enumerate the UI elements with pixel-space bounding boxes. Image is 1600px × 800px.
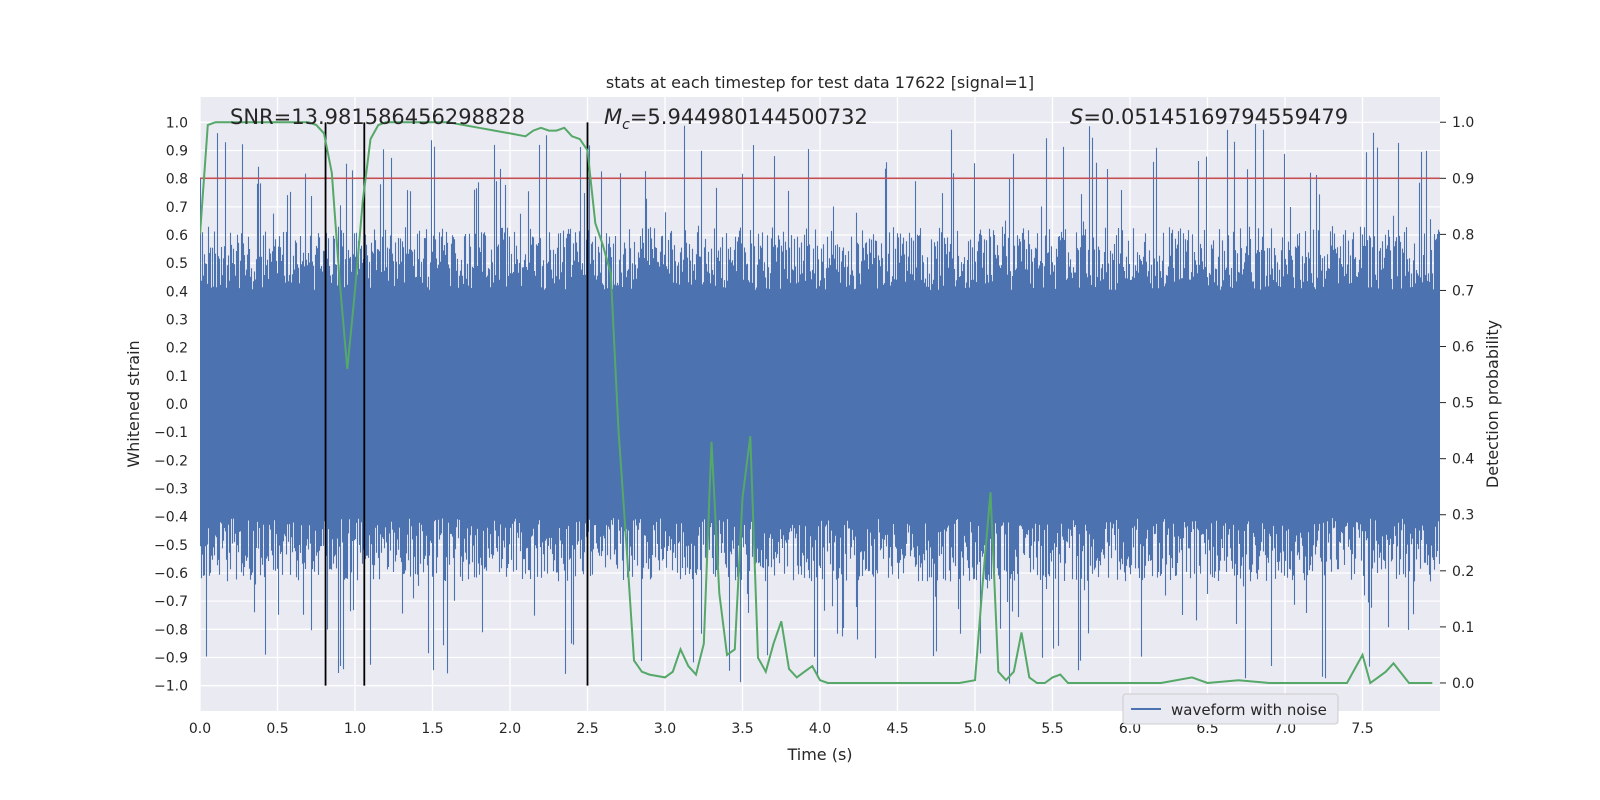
y-left-tick-label: −0.7 — [154, 594, 188, 610]
x-tick-label: 7.5 — [1351, 721, 1373, 737]
y-left-tick-label: 0.2 — [166, 341, 188, 357]
y-left-tick-label: 0.4 — [166, 284, 188, 300]
x-tick-labels: 0.0 0.5 1.0 1.5 2.0 2.5 3.0 3.5 4.0 4.5 5.0 5.5 6.0 6… — [189, 721, 1374, 737]
y-left-tick-label: −1.0 — [154, 679, 188, 695]
y-left-tick-label: 0.6 — [166, 228, 188, 244]
snr-annotation: SNR=13.981586456298828 — [230, 105, 525, 129]
legend-box — [1122, 693, 1339, 725]
x-tick-label: 0.0 — [189, 721, 211, 737]
x-tick-label: 2.0 — [499, 721, 521, 737]
chirp-mass-subscript: c — [622, 117, 630, 133]
y-left-tick-label: 0.1 — [166, 369, 188, 385]
y-left-tick-label: −0.5 — [154, 538, 188, 554]
chirp-mass-symbol: M — [604, 105, 622, 129]
legend-waveform-label: waveform with noise — [1171, 701, 1327, 719]
y-right-tick-label: 0.6 — [1452, 340, 1474, 356]
y-right-tick-label: 0.8 — [1452, 227, 1474, 243]
waveform-with-noise-line — [200, 124, 1440, 684]
x-tick-label: 4.0 — [809, 721, 831, 737]
x-tick-label: 0.5 — [266, 721, 288, 737]
y-left-tick-label: −0.8 — [154, 622, 188, 638]
y-right-tick-label: 0.1 — [1452, 620, 1474, 636]
y-left-axis-label: Whitened strain — [124, 340, 143, 467]
y-right-axis-label: Detection probability — [1483, 320, 1502, 488]
plot-area — [200, 121, 1440, 686]
y-left-tick-label: 0.8 — [166, 172, 188, 188]
y-right-tick-label: 0.3 — [1452, 508, 1474, 524]
x-tick-label: 1.0 — [344, 721, 366, 737]
x-tick-label: 3.0 — [654, 721, 676, 737]
y-left-tick-label: −0.6 — [154, 566, 188, 582]
x-tick-label: 2.5 — [576, 721, 598, 737]
y-right-tick-label: 1.0 — [1452, 115, 1474, 131]
y-right-tick-label: 0.4 — [1452, 452, 1474, 468]
y-right-tick-label: 0.2 — [1452, 564, 1474, 580]
x-tick-label: 6.5 — [1196, 721, 1218, 737]
y-right-tick-label: 0.0 — [1452, 676, 1474, 692]
x-axis-label: Time (s) — [786, 745, 852, 764]
x-tick-label: 4.5 — [886, 721, 908, 737]
vline-layer — [324, 122, 589, 686]
x-tick-label: 6.0 — [1119, 721, 1141, 737]
chirp-mass-annotation: Mc=5.944980144500732 — [604, 105, 868, 133]
y-left-tick-label: 0.0 — [166, 397, 188, 413]
y-left-tick-label: 0.5 — [166, 256, 188, 272]
y-right-tick-label: 0.7 — [1452, 283, 1474, 299]
x-tick-label: 3.5 — [731, 721, 753, 737]
y-right-tick-label: 0.5 — [1452, 396, 1474, 412]
y-left-tick-label: −0.9 — [154, 650, 188, 666]
y-left-tick-label: −0.3 — [154, 481, 188, 497]
x-tick-label: 1.5 — [421, 721, 443, 737]
x-tick-label: 5.5 — [1041, 721, 1063, 737]
x-tick-label: 7.0 — [1274, 721, 1296, 737]
y-right-tick-labels: 1.0 0.9 0.8 0.7 0.6 0.5 0.4 0.3 0.2 0.1 0.0 — [1440, 115, 1474, 692]
y-left-tick-label: −0.1 — [154, 425, 188, 441]
x-tick-label: 5.0 — [964, 721, 986, 737]
chart-title: stats at each timestep for test data 176… — [606, 73, 1034, 92]
s-symbol: S — [1070, 105, 1083, 129]
detection-probability-line — [200, 121, 1433, 685]
probability-layer — [200, 121, 1433, 685]
y-left-tick-label: 0.9 — [166, 144, 188, 160]
y-right-tick-label: 0.9 — [1452, 171, 1474, 187]
s-value: =0.05145169794559479 — [1083, 105, 1348, 129]
chirp-mass-value: =5.944980144500732 — [630, 105, 868, 129]
y-left-tick-label: −0.4 — [154, 510, 188, 526]
y-left-tick-label: 0.3 — [166, 313, 188, 329]
y-left-tick-labels: 1.0 0.9 0.8 0.7 0.6 0.5 0.4 0.3 0.2 0.1 0.0 −0.1 −0.… — [154, 115, 188, 694]
y-left-tick-label: 0.7 — [166, 200, 188, 216]
s-annotation: S=0.05145169794559479 — [1070, 105, 1348, 129]
y-left-tick-label: −0.2 — [154, 453, 188, 469]
y-left-tick-label: 1.0 — [166, 115, 188, 131]
legend: waveform with noise — [1122, 693, 1339, 725]
waveform-layer — [200, 124, 1440, 684]
